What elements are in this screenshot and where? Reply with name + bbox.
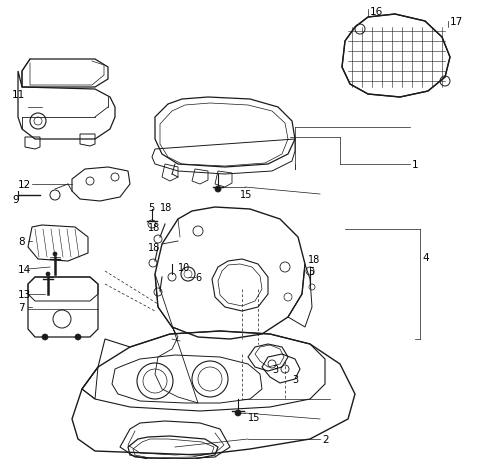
Text: 18: 18 bbox=[148, 223, 160, 233]
Text: 15: 15 bbox=[248, 412, 260, 422]
Text: 3: 3 bbox=[272, 364, 278, 374]
Text: 4: 4 bbox=[422, 252, 429, 263]
Text: 1: 1 bbox=[412, 160, 419, 170]
Text: 10: 10 bbox=[178, 263, 190, 272]
Text: 12: 12 bbox=[18, 179, 31, 190]
Text: 11: 11 bbox=[12, 90, 25, 100]
Text: 8: 8 bbox=[18, 236, 24, 246]
Text: 9: 9 bbox=[12, 195, 19, 205]
Circle shape bbox=[46, 272, 50, 276]
Circle shape bbox=[215, 187, 221, 193]
Circle shape bbox=[42, 334, 48, 340]
Circle shape bbox=[235, 410, 241, 416]
Text: 3: 3 bbox=[292, 374, 298, 384]
Circle shape bbox=[53, 252, 57, 257]
Text: 7: 7 bbox=[18, 302, 24, 312]
Circle shape bbox=[75, 334, 81, 340]
Text: 18: 18 bbox=[160, 202, 172, 213]
Text: 18: 18 bbox=[308, 254, 320, 264]
Text: 5: 5 bbox=[308, 266, 314, 276]
Text: 14: 14 bbox=[18, 264, 31, 274]
Text: 5: 5 bbox=[148, 202, 154, 213]
Text: 18: 18 bbox=[148, 242, 160, 252]
Text: 13: 13 bbox=[18, 289, 31, 299]
Text: 15: 15 bbox=[240, 190, 252, 200]
Text: 17: 17 bbox=[450, 17, 463, 27]
Text: 6: 6 bbox=[195, 272, 201, 282]
Text: 16: 16 bbox=[370, 7, 383, 17]
Text: 2: 2 bbox=[322, 434, 329, 444]
